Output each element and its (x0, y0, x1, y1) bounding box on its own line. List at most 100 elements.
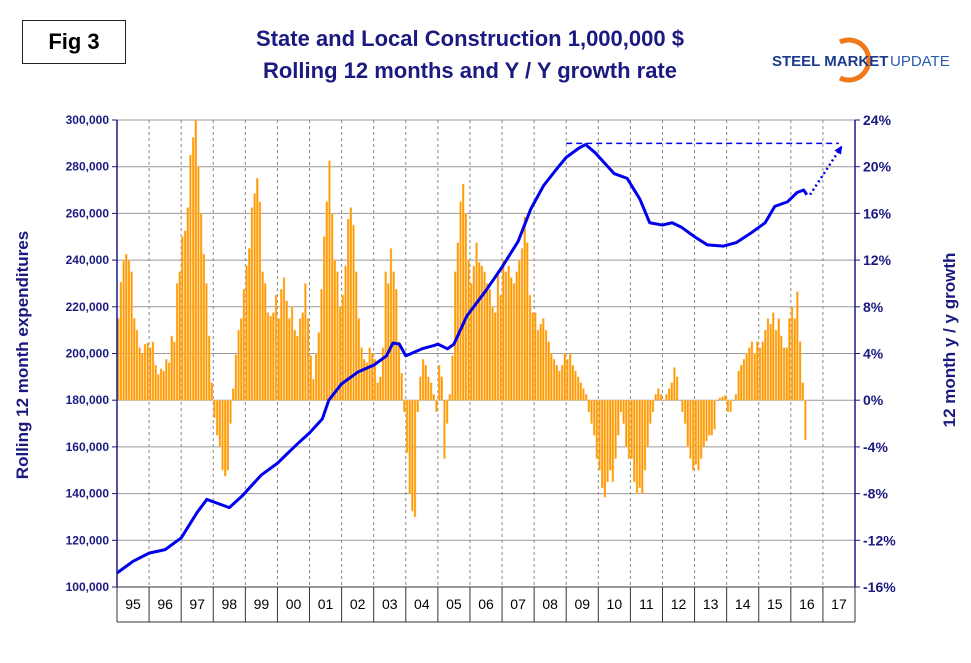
growth-bar (568, 353, 572, 401)
growth-bar (451, 355, 454, 401)
growth-bar (175, 283, 179, 401)
growth-bar (189, 154, 192, 401)
growth-bar (667, 388, 671, 401)
growth-bar (758, 347, 762, 401)
y-right-tick-label: 0% (863, 392, 884, 408)
x-tick-label: 17 (831, 596, 847, 612)
growth-bar (232, 388, 235, 401)
growth-bar (403, 400, 406, 413)
growth-bar (614, 400, 617, 459)
growth-bar (304, 283, 307, 401)
growth-bar (649, 400, 652, 424)
growth-bar (518, 259, 521, 401)
growth-bar (630, 400, 633, 459)
y-left-tick-label: 200,000 (66, 347, 110, 361)
growth-bar (659, 394, 663, 401)
growth-bar (681, 400, 684, 413)
growth-bar (333, 259, 336, 401)
growth-bar (504, 271, 508, 401)
growth-bar (571, 364, 574, 401)
growth-bar (785, 347, 788, 401)
growth-bar (341, 294, 344, 401)
growth-bar (651, 400, 655, 413)
growth-bar (183, 230, 187, 401)
growth-bar (360, 347, 363, 401)
growth-bar (633, 400, 636, 483)
growth-bar (697, 400, 700, 471)
growth-bar (598, 400, 601, 471)
y-left-tick-label: 140,000 (66, 487, 110, 501)
y-left-tick-label: 300,000 (66, 113, 110, 127)
growth-bar (365, 362, 369, 401)
growth-bar (590, 400, 593, 424)
growth-bar (167, 362, 171, 401)
growth-bar (790, 306, 794, 401)
growth-bar (523, 216, 526, 401)
growth-bar (625, 400, 628, 448)
growth-bar (266, 312, 270, 401)
x-tick-label: 01 (318, 596, 334, 612)
x-tick-label: 97 (189, 596, 205, 612)
growth-bar (542, 318, 545, 401)
y-right-tick-label: 12% (863, 252, 892, 268)
growth-bar (191, 137, 195, 401)
y-left-tick-label: 260,000 (66, 206, 110, 220)
svg-text:UPDATE: UPDATE (890, 53, 950, 70)
y-left-tick-label: 100,000 (66, 580, 110, 594)
growth-bar (748, 347, 751, 401)
growth-bar (210, 382, 213, 401)
growth-bar (756, 341, 759, 401)
growth-bar (218, 400, 221, 448)
steel-market-update-logo: STEEL MARKET UPDATE (772, 37, 950, 83)
growth-bar (462, 184, 465, 401)
growth-bar (582, 388, 585, 401)
growth-bar (199, 213, 203, 401)
growth-bar (456, 242, 459, 401)
growth-bar (804, 400, 807, 441)
x-tick-label: 95 (125, 596, 141, 612)
growth-bar (277, 318, 280, 401)
y-right-tick-label: -4% (863, 439, 888, 455)
growth-bar (162, 370, 165, 401)
growth-bar (480, 265, 484, 401)
growth-bar (245, 265, 248, 401)
growth-bar (224, 400, 227, 477)
growth-bar (740, 364, 743, 401)
growth-bar (368, 347, 371, 401)
growth-bar (510, 277, 513, 401)
growth-bar (349, 207, 353, 401)
x-tick-label: 11 (639, 596, 654, 612)
growth-bar (507, 265, 510, 401)
growth-bar (159, 368, 163, 401)
growth-bar (264, 283, 267, 401)
growth-bar (248, 248, 251, 401)
growth-bar (585, 394, 588, 401)
x-tick-label: 03 (382, 596, 398, 612)
growth-bar (702, 400, 705, 448)
growth-bar (665, 394, 668, 401)
growth-bar (793, 318, 796, 401)
growth-bar (352, 224, 355, 401)
growth-bar (611, 400, 615, 483)
growth-bar (494, 312, 497, 401)
x-tick-label: 15 (767, 596, 783, 612)
growth-bar (635, 400, 639, 494)
growth-bar (683, 400, 687, 424)
growth-bar (325, 201, 328, 401)
growth-bar (619, 400, 623, 413)
y-right-tick-label: 24% (863, 112, 892, 128)
growth-bar (515, 271, 518, 401)
growth-bar (416, 400, 419, 413)
growth-bar (689, 400, 692, 459)
growth-bar (443, 400, 446, 459)
growth-bar (550, 353, 553, 401)
arrow-head-icon (834, 145, 843, 155)
growth-bar (357, 318, 361, 401)
growth-bar (226, 400, 230, 471)
growth-bar (250, 207, 254, 401)
growth-bar (221, 400, 224, 471)
growth-bar (314, 353, 318, 401)
growth-bar (280, 289, 283, 401)
growth-bar (641, 400, 644, 494)
growth-bar (181, 236, 184, 401)
